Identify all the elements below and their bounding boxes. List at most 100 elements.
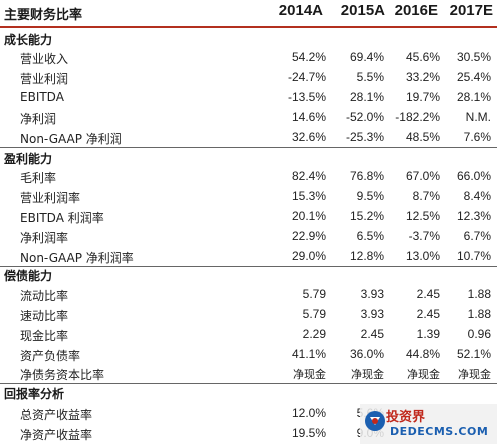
section-title: 成长能力	[4, 33, 53, 47]
cell-2015a: 2.45	[360, 327, 384, 341]
watermark-domain: DEDECMS.COM	[390, 425, 489, 438]
cell-2016e: 净现金	[407, 368, 440, 381]
cell-2014a: 82.4%	[291, 169, 326, 183]
section-divider	[0, 266, 497, 267]
header-divider	[0, 26, 497, 28]
table-row: Non-GAAP 净利润 32.6% -25.3% 48.5% 7.6%	[0, 128, 497, 148]
section-growth: 成长能力	[0, 30, 497, 49]
cell-2017e: 7.6%	[463, 130, 491, 144]
cell-2015a: 5.5%	[356, 70, 384, 84]
cell-2015a: 76.8%	[349, 169, 384, 183]
section-solvency: 偿债能力	[0, 266, 497, 285]
cell-2017e: 净现金	[458, 368, 491, 381]
table-row: 流动比率 5.79 3.93 2.45 1.88	[0, 285, 497, 305]
cell-2016e: 12.5%	[405, 209, 440, 223]
cell-2015a: 36.0%	[349, 347, 384, 361]
cell-2014a: 2.29	[302, 327, 326, 341]
cell-2015a: 3.93	[360, 307, 384, 321]
table-row: Non-GAAP 净利润率 29.0% 12.8% 13.0% 10.7%	[0, 247, 497, 267]
row-label: 净资产收益率	[20, 428, 93, 442]
table-row: 净利润率 22.9% 6.5% -3.7% 6.7%	[0, 227, 497, 247]
cell-2017e: 30.5%	[456, 50, 491, 64]
row-label: 营业利润率	[20, 191, 81, 205]
table-row: 营业收入 54.2% 69.4% 45.6% 30.5%	[0, 48, 497, 68]
cell-2014a: 32.6%	[291, 130, 326, 144]
section-title: 回报率分析	[4, 387, 65, 401]
section-divider	[0, 383, 497, 384]
cell-2015a: 3.93	[360, 287, 384, 301]
cell-2016e: 19.7%	[405, 90, 440, 104]
section-title: 偿债能力	[4, 269, 53, 283]
cell-2017e: 6.7%	[463, 229, 491, 243]
row-label: 营业利润	[20, 72, 69, 86]
year-header-2014a: 2014A	[278, 2, 323, 19]
table-row: 营业利润率 15.3% 9.5% 8.7% 8.4%	[0, 187, 497, 207]
cell-2014a: 29.0%	[291, 249, 326, 263]
cell-2014a: 20.1%	[291, 209, 326, 223]
row-label: EBITDA	[20, 90, 64, 104]
cell-2016e: 1.39	[416, 327, 440, 341]
section-returns: 回报率分析	[0, 384, 497, 403]
cell-2014a: 5.79	[302, 287, 326, 301]
cell-2016e: 33.2%	[405, 70, 440, 84]
row-label: 资产负债率	[20, 349, 81, 363]
cell-2014a: -24.7%	[287, 70, 326, 84]
cell-2015a: 9.5%	[356, 189, 384, 203]
cell-2016e: -3.7%	[408, 229, 440, 243]
cell-2016e: 44.8%	[405, 347, 440, 361]
cell-2015a: 6.5%	[356, 229, 384, 243]
row-label: 净利润	[20, 112, 57, 126]
table-header: 主要财务比率 2014A 2015A 2016E 2017E	[0, 0, 497, 26]
row-label: Non-GAAP 净利润率	[20, 251, 134, 265]
row-label: 现金比率	[20, 329, 69, 343]
cell-2014a: 12.0%	[291, 406, 326, 420]
table-row: 毛利率 82.4% 76.8% 67.0% 66.0%	[0, 167, 497, 187]
cell-2016e: 48.5%	[405, 130, 440, 144]
cell-2017e: 12.3%	[456, 209, 491, 223]
cell-2016e: 45.6%	[405, 50, 440, 64]
row-label: 流动比率	[20, 289, 69, 303]
row-label: 净债务资本比率	[20, 368, 105, 382]
cell-2014a: -13.5%	[287, 90, 326, 104]
cell-2017e: N.M.	[465, 110, 491, 124]
cell-2015a: -52.0%	[345, 110, 384, 124]
cell-2016e: -182.2%	[395, 110, 440, 124]
cell-2017e: 25.4%	[456, 70, 491, 84]
cell-2016e: 67.0%	[405, 169, 440, 183]
cell-2017e: 10.7%	[456, 249, 491, 263]
cell-2015a: 12.8%	[349, 249, 384, 263]
cell-2014a: 净现金	[293, 368, 326, 381]
cell-2015a: 69.4%	[349, 50, 384, 64]
row-label: Non-GAAP 净利润	[20, 132, 122, 146]
table-row: 现金比率 2.29 2.45 1.39 0.96	[0, 325, 497, 345]
cell-2016e: 8.7%	[412, 189, 440, 203]
row-label: 毛利率	[20, 171, 57, 185]
cell-2017e: 1.88	[467, 307, 491, 321]
watermark: 投资界 DEDECMS.COM	[360, 404, 497, 444]
year-header-2016e: 2016E	[394, 2, 438, 19]
cell-2017e: 0.96	[467, 327, 491, 341]
cell-2014a: 14.6%	[291, 110, 326, 124]
cell-2015a: -25.3%	[345, 130, 384, 144]
cell-2014a: 15.3%	[291, 189, 326, 203]
year-header-2017e: 2017E	[449, 2, 493, 19]
cell-2017e: 1.88	[467, 287, 491, 301]
watermark-title: 投资界	[386, 410, 426, 425]
row-label: 总资产收益率	[20, 408, 93, 422]
cell-2014a: 22.9%	[291, 229, 326, 243]
dedecms-logo-icon	[365, 411, 385, 431]
table-row: EBITDA 利润率 20.1% 15.2% 12.5% 12.3%	[0, 207, 497, 227]
cell-2017e: 52.1%	[456, 347, 491, 361]
row-label: 速动比率	[20, 309, 69, 323]
cell-2017e: 8.4%	[463, 189, 491, 203]
cell-2016e: 2.45	[416, 287, 440, 301]
year-header-2015a: 2015A	[340, 2, 385, 19]
table-row: 资产负债率 41.1% 36.0% 44.8% 52.1%	[0, 345, 497, 365]
table-row: 净利润 14.6% -52.0% -182.2% N.M.	[0, 108, 497, 128]
table-row: 净债务资本比率 净现金 净现金 净现金 净现金	[0, 364, 497, 384]
cell-2015a: 净现金	[351, 368, 384, 381]
section-profitability: 盈利能力	[0, 149, 497, 168]
table-row: EBITDA -13.5% 28.1% 19.7% 28.1%	[0, 88, 497, 108]
row-label: 净利润率	[20, 231, 69, 245]
